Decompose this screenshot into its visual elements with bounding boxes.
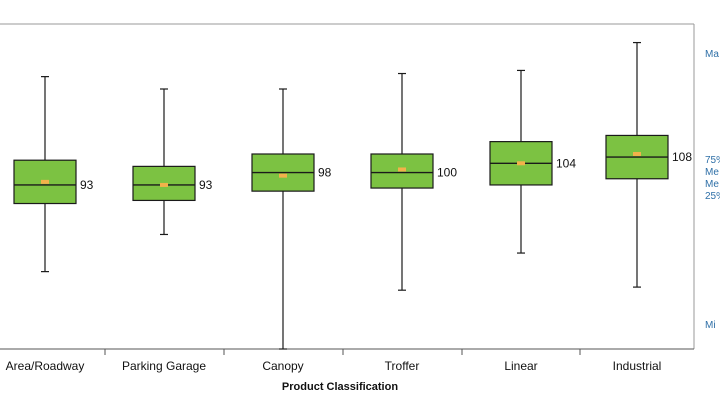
box-troffer: 100 <box>370 72 457 291</box>
mean-marker <box>279 173 287 178</box>
box-canopy: 98 <box>251 88 332 350</box>
legend-item-median: Me <box>705 179 719 190</box>
plot-frame <box>0 23 695 350</box>
mean-marker <box>633 152 641 156</box>
legend-item-max: Ma <box>705 49 719 60</box>
x-tick-marks <box>104 349 581 355</box>
x-axis-title: Product Classification <box>282 381 398 393</box>
mean-marker <box>398 167 406 172</box>
x-tick-label: Parking Garage <box>122 359 206 373</box>
value-label: 108 <box>672 150 692 164</box>
value-label: 98 <box>318 166 332 180</box>
mean-marker <box>160 182 168 187</box>
value-label: 93 <box>199 178 213 192</box>
x-tick-label: Industrial <box>613 359 662 373</box>
legend-item-mean: Me <box>705 167 719 178</box>
mean-marker <box>517 161 525 166</box>
x-tick-label: Linear <box>504 359 537 373</box>
value-label: 93 <box>80 178 94 192</box>
legend-item-min: Mi <box>705 320 716 331</box>
legend-item-q3: 75% <box>705 155 720 166</box>
mean-marker <box>41 179 49 184</box>
box-series: 93 93 98 100 104 108 <box>13 41 692 350</box>
box-parking-garage: 93 <box>132 88 213 236</box>
x-tick-label: Troffer <box>385 359 420 373</box>
value-label: 100 <box>437 166 457 180</box>
legend-item-q1: 25% <box>705 191 720 202</box>
x-tick-labels: Area/Roadway Parking Garage Canopy Troffer L… <box>6 359 662 373</box>
x-tick-label: Area/Roadway <box>6 359 85 373</box>
box-area-roadway: 93 <box>13 76 94 273</box>
value-label: 104 <box>556 156 576 170</box>
box-linear: 104 <box>489 69 576 254</box>
x-tick-label: Canopy <box>262 359 303 373</box>
box-industrial: 108 <box>605 41 692 288</box>
